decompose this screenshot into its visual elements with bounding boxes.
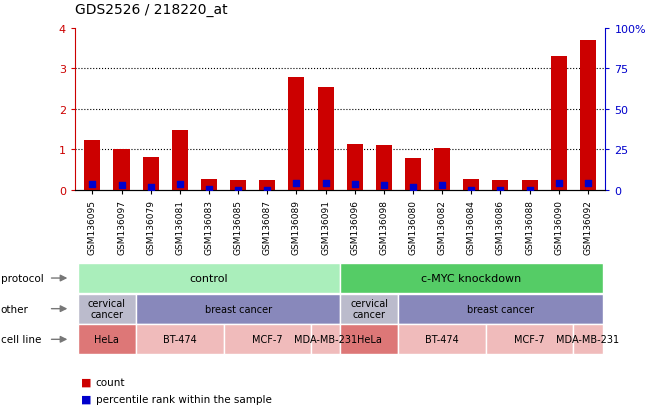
Bar	[113, 149, 130, 190]
Text: MCF-7: MCF-7	[252, 335, 283, 344]
Text: ■: ■	[81, 377, 92, 387]
Bar	[574, 325, 603, 354]
Text: count: count	[96, 377, 125, 387]
Point	[204, 187, 214, 193]
Bar	[288, 78, 305, 190]
Bar	[143, 157, 159, 190]
Bar	[340, 294, 398, 324]
Bar	[398, 325, 486, 354]
Text: HeLa: HeLa	[94, 335, 119, 344]
Text: cell line: cell line	[1, 335, 41, 344]
Text: GDS2526 / 218220_at: GDS2526 / 218220_at	[75, 2, 227, 17]
Point	[553, 181, 564, 188]
Text: BT-474: BT-474	[163, 335, 197, 344]
Point	[408, 185, 418, 191]
Point	[379, 182, 389, 188]
Bar	[136, 294, 340, 324]
Text: control: control	[189, 273, 229, 283]
Point	[525, 187, 535, 194]
Text: MDA-MB-231: MDA-MB-231	[557, 335, 620, 344]
Bar	[340, 325, 398, 354]
Bar	[77, 325, 136, 354]
Text: MDA-MB-231: MDA-MB-231	[294, 335, 357, 344]
Point	[495, 187, 506, 194]
Bar	[398, 294, 603, 324]
Text: protocol: protocol	[1, 273, 44, 283]
Point	[320, 181, 331, 188]
Point	[117, 182, 127, 188]
Bar	[172, 131, 188, 190]
Text: BT-474: BT-474	[425, 335, 459, 344]
Bar	[521, 180, 538, 190]
Bar	[434, 148, 450, 190]
Point	[350, 182, 360, 188]
Text: cervical
cancer: cervical cancer	[88, 298, 126, 320]
Point	[437, 182, 447, 189]
Bar	[340, 263, 603, 293]
Text: breast cancer: breast cancer	[467, 304, 534, 314]
Bar	[223, 325, 311, 354]
Bar	[230, 180, 246, 190]
Bar	[85, 141, 100, 190]
Bar	[136, 325, 223, 354]
Point	[145, 184, 156, 191]
Point	[466, 187, 477, 194]
Text: other: other	[1, 304, 29, 314]
Bar	[580, 41, 596, 190]
Point	[262, 187, 273, 194]
Text: HeLa: HeLa	[357, 335, 381, 344]
Bar	[492, 180, 508, 190]
Point	[87, 181, 98, 188]
Bar	[77, 294, 136, 324]
Point	[583, 181, 593, 188]
Bar	[551, 57, 567, 190]
Text: MCF-7: MCF-7	[514, 335, 545, 344]
Point	[233, 187, 243, 194]
Text: ■: ■	[81, 394, 92, 404]
Point	[174, 181, 185, 188]
Text: percentile rank within the sample: percentile rank within the sample	[96, 394, 271, 404]
Text: cervical
cancer: cervical cancer	[350, 298, 388, 320]
Text: c-MYC knockdown: c-MYC knockdown	[421, 273, 521, 283]
Bar	[464, 179, 479, 190]
Point	[291, 181, 301, 188]
Bar	[347, 145, 363, 190]
Bar	[201, 179, 217, 190]
Bar	[405, 159, 421, 190]
Bar	[311, 325, 340, 354]
Bar	[318, 88, 333, 190]
Text: breast cancer: breast cancer	[204, 304, 271, 314]
Bar	[376, 146, 392, 190]
Bar	[259, 180, 275, 190]
Bar	[77, 263, 340, 293]
Bar	[486, 325, 574, 354]
